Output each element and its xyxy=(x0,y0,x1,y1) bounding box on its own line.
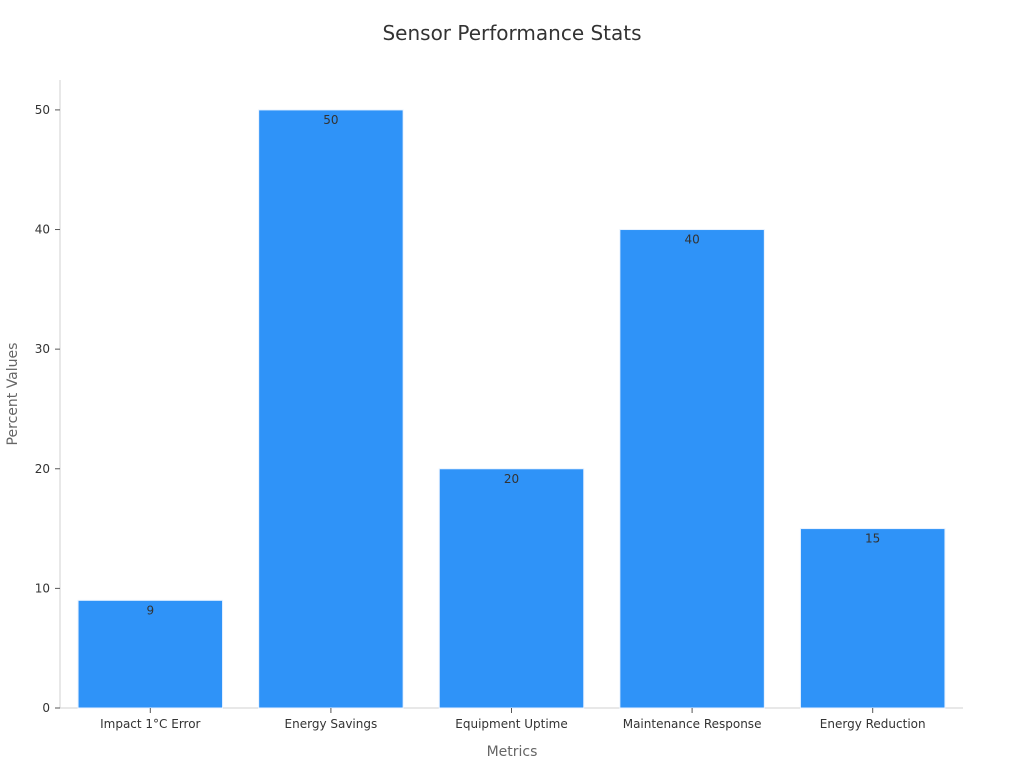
bar xyxy=(620,230,764,708)
bar xyxy=(439,469,583,708)
y-tick-label: 50 xyxy=(35,103,50,117)
y-tick-label: 10 xyxy=(35,581,50,595)
data-label: 9 xyxy=(146,603,154,617)
y-axis-label: Percent Values xyxy=(5,343,21,446)
y-tick-label: 30 xyxy=(35,342,50,356)
x-tick-label: Energy Reduction xyxy=(820,717,926,731)
bar xyxy=(800,529,944,708)
x-tick-label: Energy Savings xyxy=(285,717,378,731)
data-label: 40 xyxy=(684,233,699,247)
y-tick-label: 40 xyxy=(35,223,50,237)
x-ticks-layer: Impact 1°C Error Energy Savings Equipment … xyxy=(100,708,926,731)
y-tick-label: 20 xyxy=(35,462,50,476)
bar xyxy=(259,110,403,708)
x-axis-label: Metrics xyxy=(487,744,538,760)
data-label: 50 xyxy=(323,113,338,127)
bars-layer xyxy=(78,110,945,708)
x-tick-label: Maintenance Response xyxy=(623,717,762,731)
x-tick-label: Impact 1°C Error xyxy=(100,717,200,731)
chart-title: Sensor Performance Stats xyxy=(382,21,641,45)
x-tick-label: Equipment Uptime xyxy=(455,717,567,731)
data-label: 20 xyxy=(504,472,519,486)
data-label: 15 xyxy=(865,532,880,546)
y-ticks-layer: 0 10 20 30 40 50 xyxy=(35,103,60,715)
y-tick-label: 0 xyxy=(42,701,50,715)
